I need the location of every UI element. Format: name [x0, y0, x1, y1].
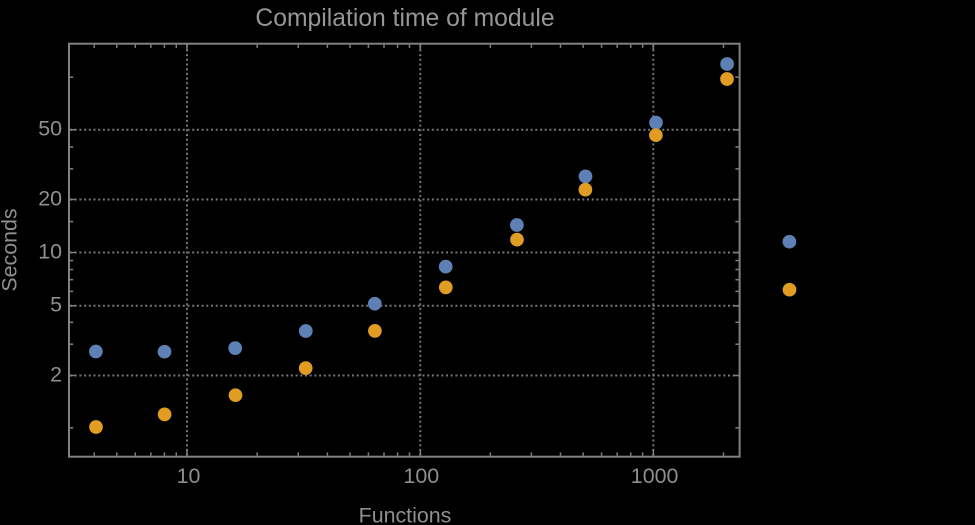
- svg-text:100: 100: [403, 464, 439, 488]
- svg-text:Compilation time of module: Compilation time of module: [255, 5, 554, 32]
- svg-text:20: 20: [38, 186, 62, 210]
- svg-text:Functions: Functions: [359, 504, 452, 525]
- svg-text:10: 10: [38, 239, 62, 263]
- svg-text:10: 10: [177, 464, 201, 488]
- svg-text:5: 5: [50, 293, 62, 317]
- svg-text:50: 50: [38, 117, 62, 141]
- svg-text:Seconds: Seconds: [0, 208, 22, 291]
- svg-text:2: 2: [50, 362, 62, 386]
- svg-text:1000: 1000: [631, 464, 679, 488]
